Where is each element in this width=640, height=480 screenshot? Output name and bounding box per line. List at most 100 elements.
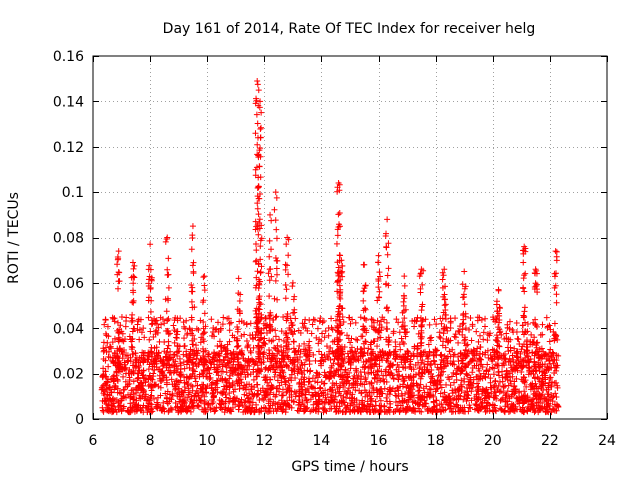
data-point [266, 277, 273, 284]
data-point [227, 349, 234, 356]
data-point [115, 285, 122, 292]
data-point [274, 296, 281, 303]
y-tick-label: 0 [75, 412, 84, 428]
data-point [326, 368, 333, 375]
data-point [235, 377, 242, 384]
data-point [175, 385, 182, 392]
x-tick-label: 8 [146, 433, 155, 449]
data-point [268, 273, 275, 280]
data-point [522, 357, 529, 364]
data-point [504, 388, 511, 395]
data-point [531, 362, 538, 369]
data-point [280, 356, 287, 363]
data-point [470, 346, 477, 353]
data-point [189, 359, 196, 366]
data-point [133, 406, 140, 413]
data-point [255, 285, 262, 292]
data-point [174, 365, 181, 372]
data-point [490, 371, 497, 378]
data-point [328, 393, 335, 400]
data-point [334, 184, 341, 191]
data-point [400, 308, 407, 315]
data-point [447, 382, 454, 389]
data-point [129, 299, 136, 306]
data-point [226, 320, 233, 327]
data-point [359, 381, 366, 388]
data-point [486, 394, 493, 401]
data-point [117, 345, 124, 352]
data-point [130, 369, 137, 376]
data-point [294, 370, 301, 377]
data-point [336, 388, 343, 395]
data-point [115, 329, 122, 336]
data-point [234, 372, 241, 379]
data-point [200, 325, 207, 332]
data-point [199, 330, 206, 337]
data-point [159, 363, 166, 370]
data-point [109, 339, 116, 346]
data-point [499, 374, 506, 381]
data-point [437, 351, 444, 358]
data-point [440, 357, 447, 364]
data-point [335, 180, 342, 187]
data-point [191, 392, 198, 399]
data-point [253, 111, 260, 118]
data-point [319, 330, 326, 337]
data-point [290, 398, 297, 405]
data-point [414, 314, 421, 321]
data-point [445, 374, 452, 381]
data-point [127, 404, 134, 411]
data-point [441, 302, 448, 309]
data-point [163, 327, 170, 334]
data-point [255, 183, 262, 190]
data-point [399, 392, 406, 399]
data-point [297, 365, 304, 372]
data-point [385, 307, 392, 314]
data-point [442, 301, 449, 308]
data-point [305, 378, 312, 385]
data-point [393, 392, 400, 399]
data-point [520, 312, 527, 319]
data-point [190, 367, 197, 374]
data-point [301, 340, 308, 347]
data-point [376, 363, 383, 370]
data-point [188, 382, 195, 389]
data-point [241, 391, 248, 398]
data-point [520, 284, 527, 291]
data-point [221, 386, 228, 393]
data-point [267, 211, 274, 218]
data-point [277, 403, 284, 410]
data-point [407, 356, 414, 363]
data-point [344, 332, 351, 339]
data-point [257, 256, 264, 263]
data-point [329, 384, 336, 391]
data-point [165, 284, 172, 291]
data-point [153, 399, 160, 406]
data-point [455, 365, 462, 372]
data-point [433, 406, 440, 413]
data-point [270, 317, 277, 324]
data-point [496, 304, 503, 311]
data-point [447, 318, 454, 325]
data-point [211, 364, 218, 371]
data-point [445, 402, 452, 409]
data-point [494, 334, 501, 341]
data-point [256, 216, 263, 223]
data-point [333, 405, 340, 412]
data-point [431, 358, 438, 365]
data-point [177, 362, 184, 369]
data-point [209, 354, 216, 361]
data-point [483, 386, 490, 393]
data-point [260, 351, 267, 358]
data-point [183, 353, 190, 360]
data-point [200, 338, 207, 345]
data-point [392, 339, 399, 346]
data-point [284, 353, 291, 360]
data-point [192, 342, 199, 349]
data-point [103, 348, 110, 355]
data-point [353, 350, 360, 357]
data-point [130, 265, 137, 272]
data-point [358, 373, 365, 380]
data-point [349, 316, 356, 323]
